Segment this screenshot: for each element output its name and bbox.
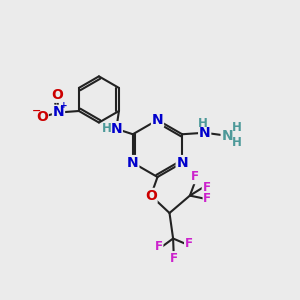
Text: N: N [152, 113, 163, 127]
Text: N: N [110, 122, 122, 136]
Text: H: H [198, 117, 208, 130]
Text: F: F [202, 181, 210, 194]
Text: O: O [36, 110, 48, 124]
Text: O: O [145, 189, 157, 202]
Text: H: H [232, 136, 242, 149]
Text: F: F [191, 170, 199, 184]
Text: N: N [53, 106, 64, 119]
Text: N: N [199, 126, 211, 140]
Text: F: F [203, 192, 211, 205]
Text: N: N [176, 156, 188, 170]
Text: F: F [170, 252, 178, 265]
Text: +: + [60, 101, 68, 110]
Text: N: N [221, 129, 233, 143]
Text: F: F [155, 240, 163, 254]
Text: H: H [102, 122, 112, 135]
Text: F: F [185, 237, 193, 250]
Text: O: O [51, 88, 63, 102]
Text: −: − [32, 105, 41, 116]
Text: N: N [127, 156, 139, 170]
Text: H: H [232, 122, 242, 134]
